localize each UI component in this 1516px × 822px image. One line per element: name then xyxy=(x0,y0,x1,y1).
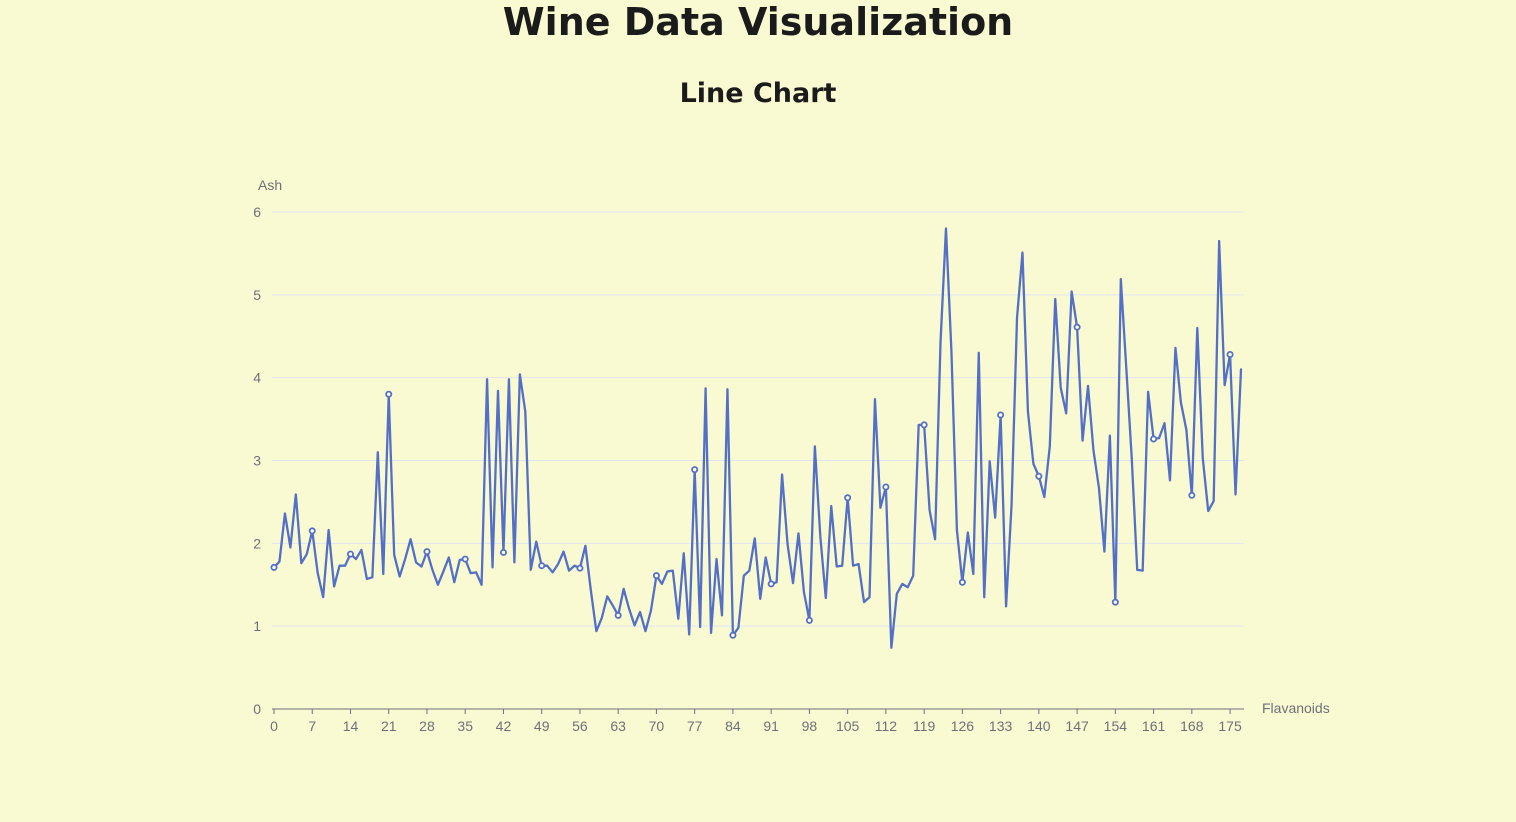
data-point[interactable] xyxy=(805,616,813,624)
x-tick-label: 77 xyxy=(687,718,703,734)
data-point[interactable] xyxy=(461,555,469,563)
x-tick-label: 147 xyxy=(1065,718,1089,734)
data-point[interactable] xyxy=(729,631,737,639)
chart-title: Line Chart xyxy=(679,78,837,109)
x-tick-label: 56 xyxy=(572,718,588,734)
data-point[interactable] xyxy=(767,580,775,588)
grid-lines xyxy=(272,211,1244,627)
data-point[interactable] xyxy=(691,466,699,474)
data-point[interactable] xyxy=(1150,435,1158,443)
page-title: Wine Data Visualization xyxy=(502,0,1014,44)
y-axis-labels: 0 1 2 3 4 5 6 xyxy=(253,204,261,717)
x-axis-title: Flavanoids xyxy=(1262,700,1330,716)
data-point[interactable] xyxy=(958,578,966,586)
data-point[interactable] xyxy=(1226,350,1234,358)
data-point[interactable] xyxy=(1073,323,1081,331)
x-tick-label: 0 xyxy=(270,718,278,734)
data-point[interactable] xyxy=(270,563,278,571)
x-tick-label: 42 xyxy=(496,718,512,734)
data-point-markers xyxy=(270,323,1234,639)
data-point[interactable] xyxy=(1035,472,1043,480)
y-tick-label: 3 xyxy=(253,453,261,469)
data-point[interactable] xyxy=(385,390,393,398)
x-axis xyxy=(272,708,1244,714)
x-tick-label: 70 xyxy=(649,718,665,734)
y-axis-title: Ash xyxy=(258,177,282,193)
y-tick-label: 0 xyxy=(253,701,261,717)
data-point[interactable] xyxy=(1111,598,1119,606)
x-tick-label: 91 xyxy=(763,718,779,734)
x-tick-label: 7 xyxy=(308,718,316,734)
data-point[interactable] xyxy=(1188,491,1196,499)
data-point[interactable] xyxy=(844,494,852,502)
x-tick-label: 84 xyxy=(725,718,741,734)
data-point[interactable] xyxy=(308,527,316,535)
x-tick-label: 14 xyxy=(343,718,359,734)
x-tick-label: 140 xyxy=(1027,718,1051,734)
y-tick-label: 4 xyxy=(253,370,261,386)
x-tick-label: 168 xyxy=(1180,718,1204,734)
y-tick-label: 1 xyxy=(253,618,261,634)
x-tick-label: 126 xyxy=(951,718,975,734)
data-point[interactable] xyxy=(423,548,431,556)
series-ash xyxy=(272,227,1243,649)
x-tick-label: 98 xyxy=(802,718,818,734)
y-tick-label: 6 xyxy=(253,204,261,220)
y-tick-label: 2 xyxy=(253,535,261,551)
x-tick-label: 63 xyxy=(610,718,626,734)
series-line xyxy=(272,227,1243,649)
x-tick-label: 161 xyxy=(1142,718,1166,734)
y-tick-label: 5 xyxy=(253,287,261,303)
x-tick-label: 119 xyxy=(913,718,936,734)
x-tick-label: 105 xyxy=(836,718,860,734)
x-tick-label: 154 xyxy=(1104,718,1128,734)
x-tick-label: 133 xyxy=(989,718,1013,734)
data-point[interactable] xyxy=(538,562,546,570)
x-axis-labels: 0 7 14 21 28 35 42 49 56 63 70 77 84 91 98 105 112 119 126… xyxy=(270,718,1242,734)
x-tick-label: 112 xyxy=(875,718,898,734)
data-point[interactable] xyxy=(576,564,584,572)
data-point[interactable] xyxy=(882,483,890,491)
x-tick-label: 21 xyxy=(381,718,397,734)
data-point[interactable] xyxy=(499,548,507,556)
x-tick-label: 49 xyxy=(534,718,550,734)
x-tick-label: 35 xyxy=(457,718,473,734)
data-point[interactable] xyxy=(346,550,354,558)
x-tick-label: 175 xyxy=(1218,718,1242,734)
data-point[interactable] xyxy=(652,572,660,580)
data-point[interactable] xyxy=(920,421,928,429)
data-point[interactable] xyxy=(614,611,622,619)
x-tick-label: 28 xyxy=(419,718,435,734)
data-point[interactable] xyxy=(997,411,1005,419)
